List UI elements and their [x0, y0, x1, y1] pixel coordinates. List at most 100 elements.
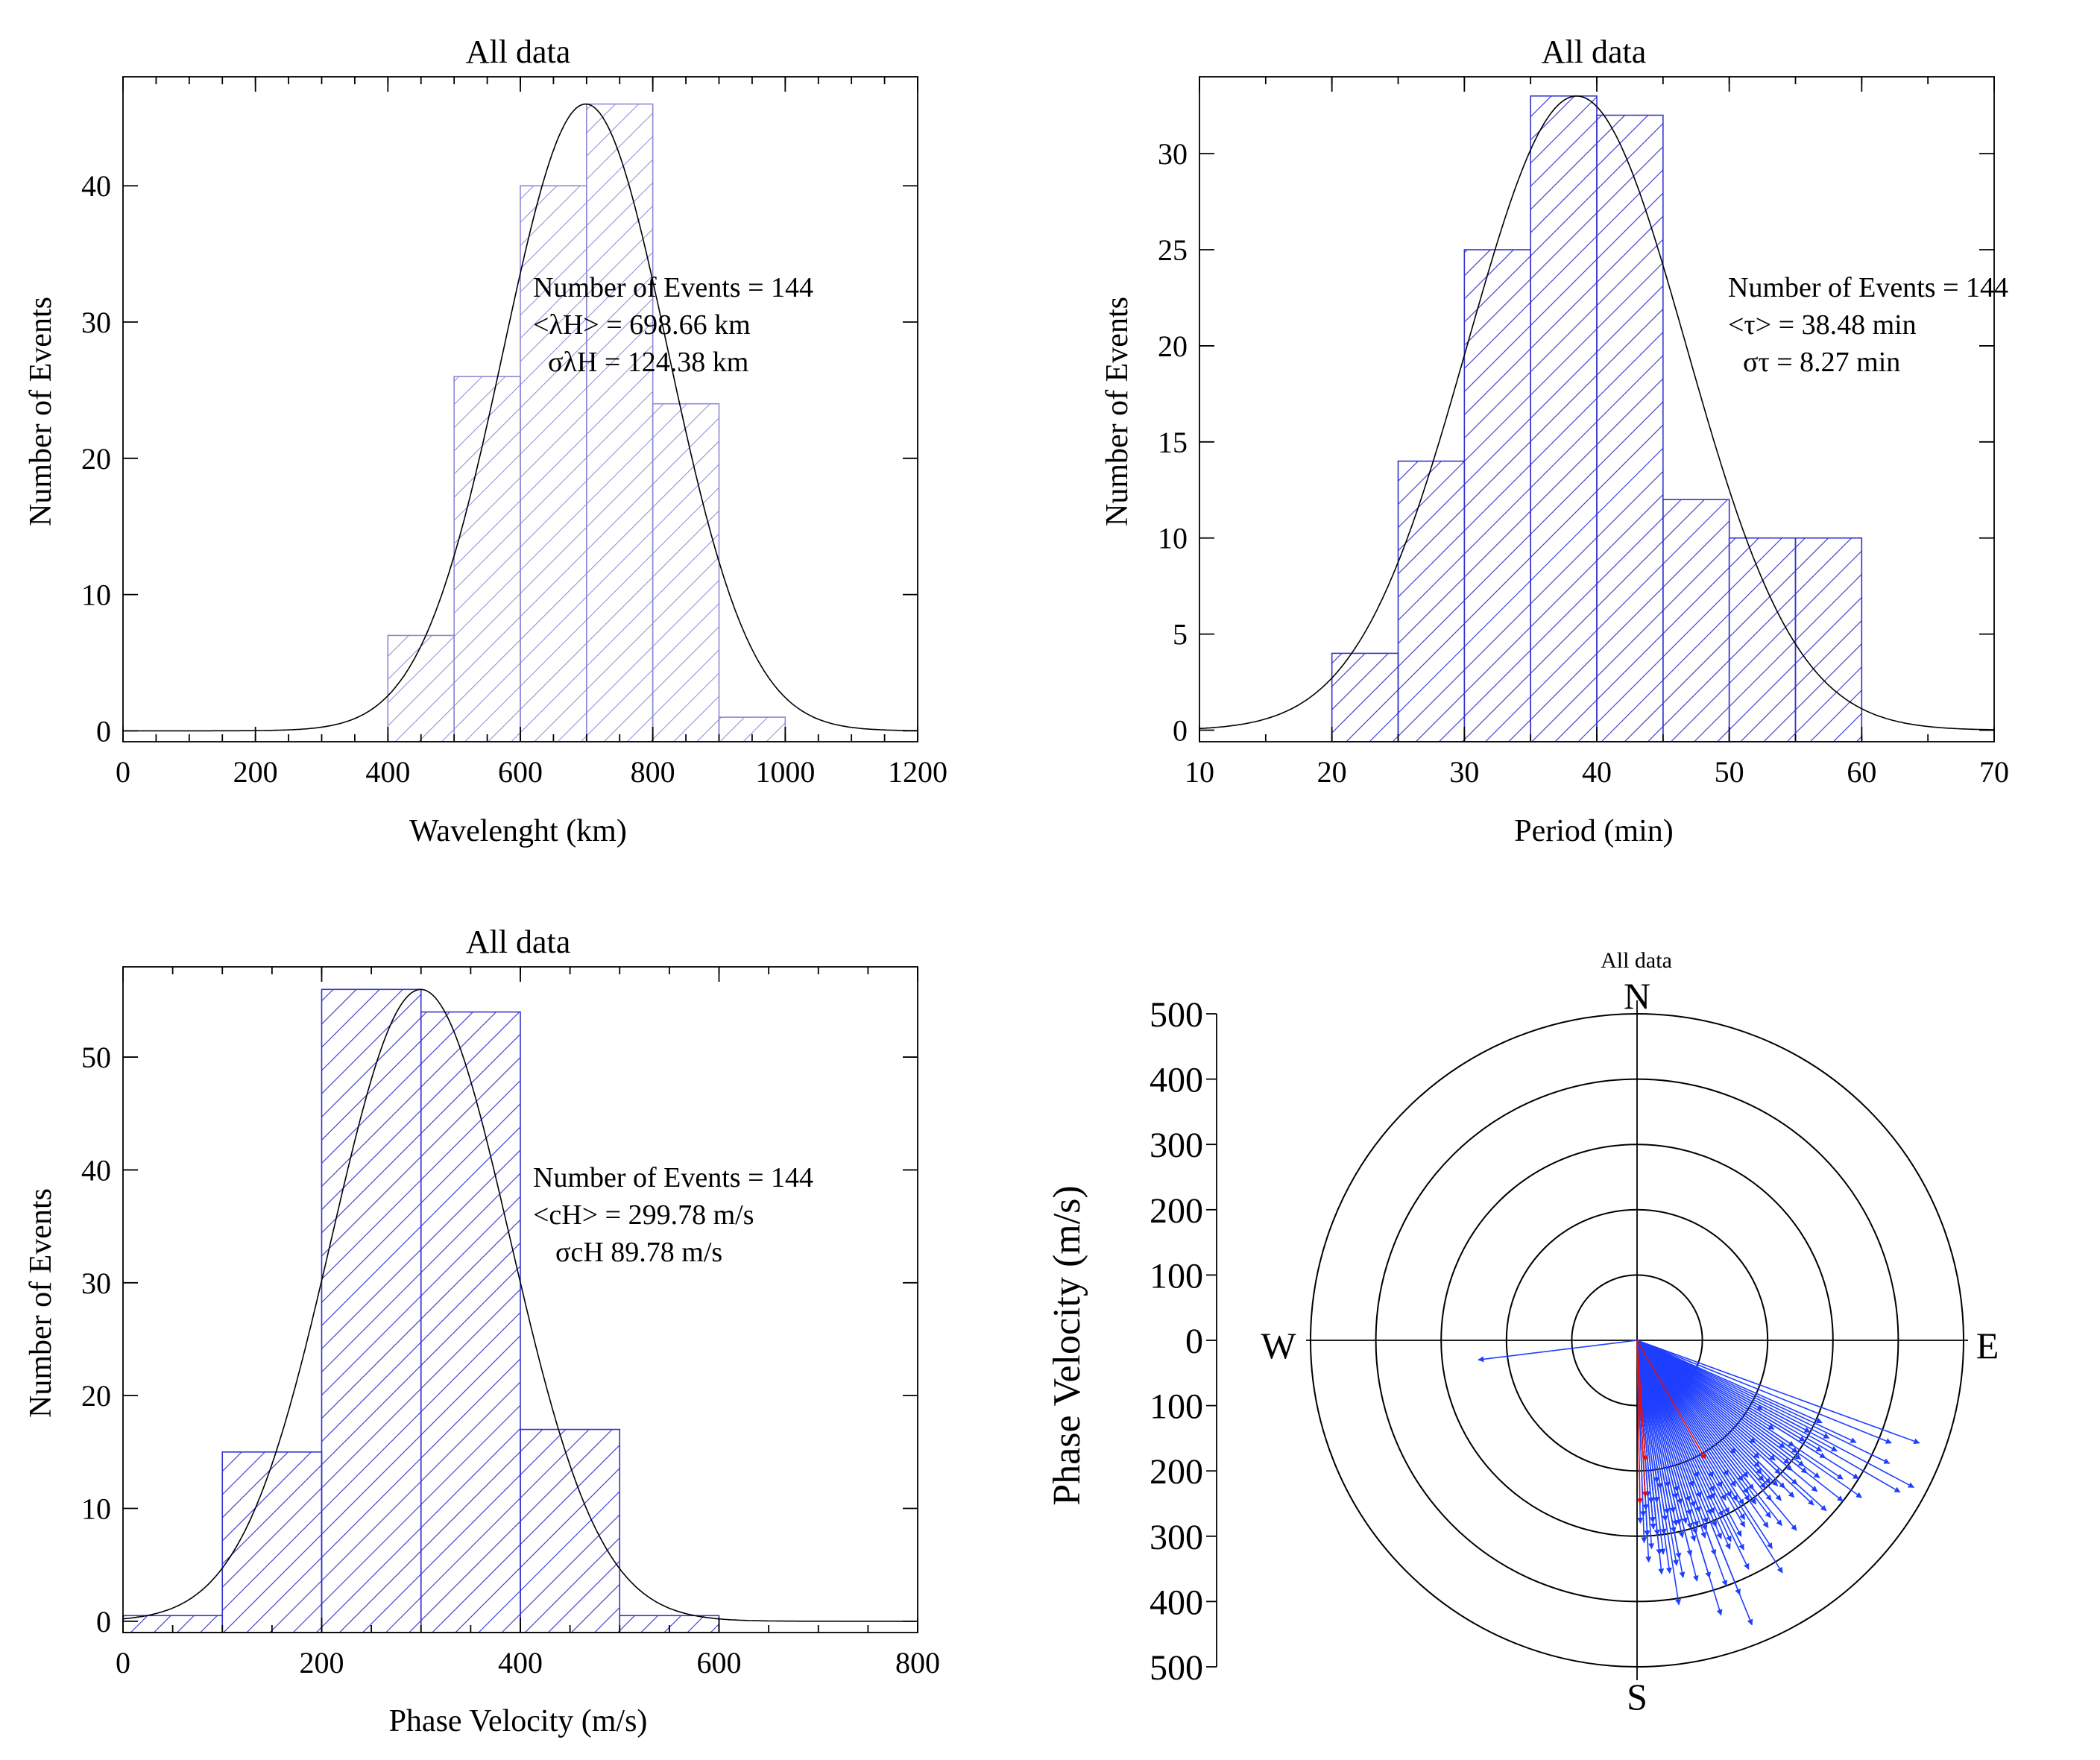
y-tick-label: 20	[1158, 329, 1188, 363]
velocity-vector	[1636, 1340, 1823, 1452]
x-tick-label: 1000	[755, 755, 815, 789]
velocity-vector	[1636, 1340, 1744, 1551]
x-tick-label: 400	[365, 755, 410, 789]
gaussian-fit-curve	[122, 988, 918, 1622]
y-tick-labels: 0 10 20 30 40 50	[81, 1041, 111, 1638]
velocity-vector	[1636, 1340, 1857, 1443]
histogram-bar	[1463, 249, 1531, 742]
stats-annotation: Number of Events = 144 <cH> = 299.78 m/s…	[533, 1162, 813, 1268]
x-tick-label: 800	[631, 755, 675, 789]
velocity-vector	[1636, 1340, 1746, 1520]
annotation-line-2: <λH> = 698.66 km	[533, 309, 751, 341]
y-tick-label: 10	[81, 578, 111, 612]
y-tick-labels: 0 5 10 15 20 25 30	[1158, 137, 1188, 747]
velocity-vector	[1636, 1340, 1712, 1579]
velocity-vector	[1636, 1340, 1798, 1454]
velocity-tick-label: 400	[1150, 1583, 1203, 1622]
phase-velocity-histogram: All data 0 200 400 600 800 0 10 20 30 40 50 Phase…	[24, 924, 940, 1738]
annotation-line-1: Number of Events = 144	[533, 272, 813, 303]
annotation-line-2: <cH> = 299.78 m/s	[533, 1199, 754, 1231]
bars	[122, 988, 720, 1633]
x-tick-labels: 0 200 400 600 800 1000 1200	[116, 755, 947, 789]
x-axis-label: Wavelenght (km)	[409, 814, 627, 848]
y-tick-label: 0	[96, 714, 111, 748]
velocity-tick-labels-south: 100 200 300 400 500	[1150, 1387, 1203, 1688]
velocity-vector	[1636, 1340, 1920, 1445]
velocity-tick-label: 100	[1150, 1387, 1203, 1427]
y-tick-label: 20	[81, 1379, 111, 1413]
chart-title: All data	[466, 34, 571, 70]
annotation-line-1: Number of Events = 144	[533, 1162, 813, 1193]
stats-annotation: Number of Events = 144 <τ> = 38.48 min σ…	[1728, 272, 2008, 378]
y-tick-label: 10	[1158, 522, 1188, 555]
y-axis-label: Phase Velocity (m/s)	[1046, 1185, 1088, 1505]
x-axis-label: Period (min)	[1514, 814, 1673, 848]
velocity-tick-label: 0	[1185, 1322, 1203, 1361]
x-tick-label: 1200	[888, 755, 947, 789]
axis-ticks	[1199, 77, 1995, 742]
velocity-vector	[1636, 1340, 1693, 1556]
velocity-tick-label: 100	[1150, 1256, 1203, 1296]
y-tick-label: 0	[1173, 714, 1188, 748]
y-tick-label: 0	[96, 1605, 111, 1638]
velocity-tick-label: 200	[1150, 1191, 1203, 1231]
y-tick-label: 25	[1158, 233, 1188, 267]
chart-title: All data	[466, 924, 571, 960]
velocity-vector	[1636, 1340, 1826, 1459]
histogram-bar	[221, 1451, 323, 1633]
x-tick-label: 800	[895, 1646, 940, 1679]
x-tick-label: 20	[1317, 755, 1347, 789]
y-tick-label: 10	[81, 1492, 111, 1526]
annotation-line-2: <τ> = 38.48 min	[1728, 309, 1917, 341]
bars	[1331, 95, 1863, 742]
y-tick-label: 40	[81, 1153, 111, 1187]
velocity-vector	[1636, 1340, 1728, 1587]
x-tick-label: 30	[1449, 755, 1479, 789]
x-tick-label: 0	[116, 1646, 130, 1679]
y-tick-labels: 0 10 20 30 40	[81, 169, 111, 748]
axis-ticks	[122, 77, 918, 742]
velocity-vector	[1636, 1340, 1753, 1626]
histogram-bar	[520, 1428, 621, 1633]
velocity-vector	[1636, 1340, 1736, 1487]
velocity-tick-label: 500	[1150, 1648, 1203, 1688]
velocity-vector	[1478, 1340, 1638, 1363]
velocity-vector	[1636, 1340, 1679, 1566]
velocity-vector-highlight	[1636, 1340, 1648, 1498]
velocity-vector-highlight	[1636, 1340, 1643, 1504]
x-tick-label: 200	[300, 1646, 344, 1679]
y-tick-label: 30	[81, 306, 111, 339]
x-tick-labels: 0 200 400 600 800	[116, 1646, 940, 1679]
phase-velocity-vectors	[1478, 1340, 1920, 1626]
x-tick-label: 400	[498, 1646, 543, 1679]
histogram-bar	[1728, 537, 1797, 742]
histogram-bar	[520, 185, 587, 742]
velocity-tick-label: 300	[1150, 1518, 1203, 1557]
velocity-vector	[1636, 1340, 1838, 1452]
annotation-line-3: στ = 8.27 min	[1743, 347, 1900, 378]
velocity-axis	[1206, 1013, 1217, 1668]
wavelength-histogram: All data 0 200 400 600 800 1000 1200 0 10 20 30 40…	[24, 34, 947, 848]
histogram-bar	[420, 1011, 521, 1633]
annotation-line-1: Number of Events = 144	[1728, 272, 2008, 303]
compass-east: E	[1976, 1325, 1999, 1366]
annotation-line-3: σλH = 124.38 km	[548, 347, 748, 378]
velocity-tick-label: 200	[1150, 1452, 1203, 1492]
velocity-tick-label: 500	[1150, 995, 1203, 1035]
velocity-vector-highlight	[1636, 1340, 1706, 1460]
velocity-vector	[1636, 1340, 1892, 1444]
histogram-bar	[1397, 460, 1466, 742]
velocity-vector	[1636, 1340, 1798, 1485]
histogram-bar	[586, 103, 654, 742]
velocity-vector	[1636, 1340, 1793, 1472]
velocity-vector	[1636, 1340, 1785, 1489]
histogram-bar	[453, 376, 521, 742]
gaussian-fit-curve	[1199, 95, 1994, 731]
compass-north: N	[1624, 975, 1650, 1017]
histogram-bar	[321, 988, 422, 1633]
histogram-bar	[387, 634, 455, 742]
velocity-vector	[1636, 1340, 1767, 1489]
y-tick-label: 5	[1173, 618, 1188, 652]
